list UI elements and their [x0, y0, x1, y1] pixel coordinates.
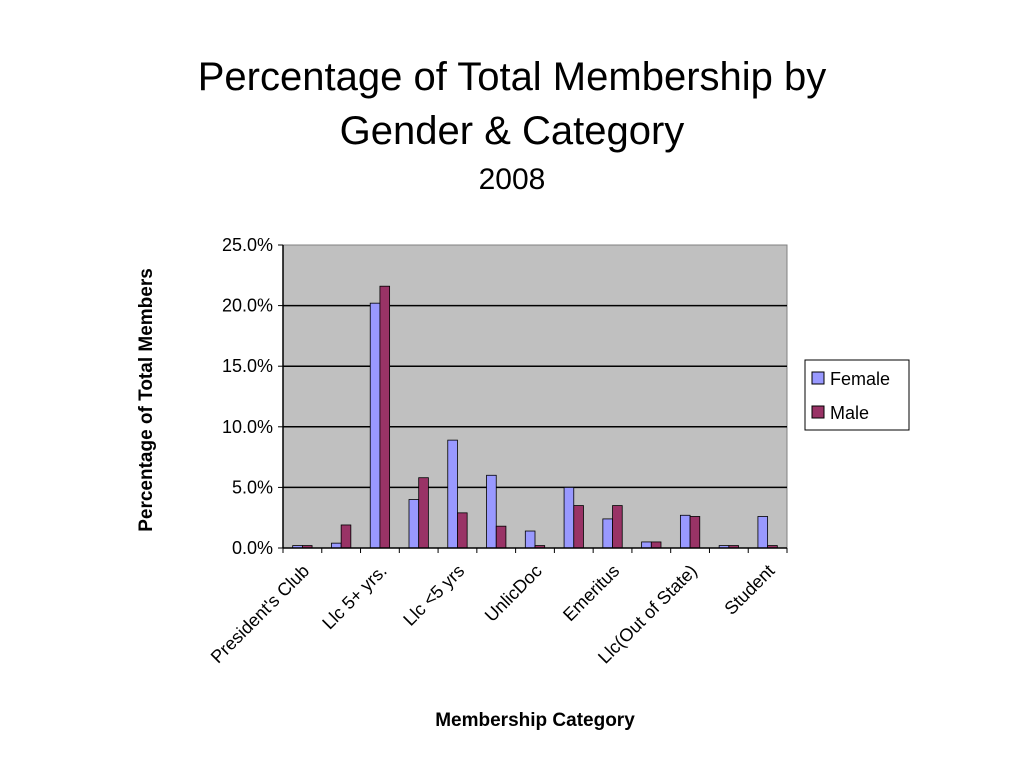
- bar-male-9: [650, 541, 662, 549]
- y-tick-label: 20.0%: [222, 296, 273, 316]
- x-tick-label: Llc <5 yrs: [399, 561, 468, 630]
- bar-female-6: [524, 530, 536, 549]
- legend-label-male: Male: [830, 403, 869, 423]
- x-axis: President's Club Llc 5+ yrs. Llc <5 yrs Unl…: [207, 547, 788, 668]
- bar-female-10: [679, 514, 691, 549]
- bar-female-8: [602, 518, 613, 549]
- bar-male-5: [495, 525, 507, 549]
- y-tick-label: 0.0%: [232, 538, 273, 558]
- y-tick-label: 25.0%: [222, 235, 273, 255]
- x-axis-title: Membership Category: [435, 710, 635, 731]
- bar-male-3: [418, 477, 429, 549]
- chart-title-line-1: Percentage of Total Membership by: [197, 55, 827, 99]
- bar-male-2: [379, 285, 391, 549]
- gridlines: [283, 304, 787, 489]
- x-tick-label: Emeritus: [559, 561, 623, 625]
- bar-female-2: [369, 302, 381, 549]
- chart-subtitle: 2008: [478, 163, 546, 196]
- bar-female-9: [641, 541, 652, 549]
- bar-male-10: [689, 516, 701, 549]
- bar-female-12: [757, 516, 769, 549]
- bar-male-7: [573, 505, 584, 549]
- x-tick-label: Student: [720, 561, 778, 619]
- x-tick-label: Llc 5+ yrs.: [318, 561, 391, 634]
- bar-female-3: [408, 499, 420, 549]
- x-tick-label: President's Club: [207, 561, 313, 667]
- bar-male-4: [457, 512, 468, 549]
- x-tick-label: UnlicDoc: [481, 561, 546, 626]
- y-axis: 0.0% 5.0% 10.0% 15.0% 20.0% 25.0%: [222, 235, 284, 558]
- bar-female-5: [486, 474, 497, 549]
- legend-swatch-female: [811, 371, 825, 385]
- bar-male-1: [340, 524, 352, 549]
- y-tick-label: 10.0%: [222, 417, 273, 437]
- bar-female-4: [447, 439, 458, 549]
- y-tick-label: 5.0%: [232, 477, 273, 497]
- legend: Female Male: [804, 359, 910, 431]
- plot-area: [282, 244, 788, 549]
- y-tick-label: 15.0%: [222, 356, 273, 376]
- chart-title-line-2: Gender & Category: [339, 109, 685, 153]
- bar-male-8: [612, 505, 623, 549]
- bar-female-7: [563, 486, 575, 549]
- y-axis-title: Percentage of Total Members: [136, 268, 157, 532]
- legend-label-female: Female: [830, 369, 890, 389]
- legend-swatch-male: [811, 405, 825, 419]
